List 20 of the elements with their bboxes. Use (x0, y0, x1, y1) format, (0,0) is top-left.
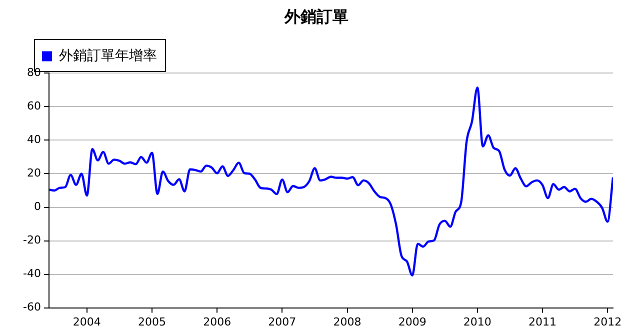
x-tick-label: 2010 (463, 315, 492, 328)
y-tick-label: -20 (23, 234, 41, 247)
x-tick-label: 2011 (528, 315, 556, 328)
x-tick-label: 2007 (268, 315, 296, 328)
x-tick-label: 2009 (398, 315, 426, 328)
y-tick-label: 40 (26, 133, 41, 146)
x-tick-label: 2005 (138, 315, 166, 328)
y-tick-label: 0 (34, 200, 41, 214)
y-tick-label: 80 (26, 66, 41, 80)
chart-title: 外銷訂單 (284, 6, 348, 26)
y-tick-label: -60 (23, 300, 41, 314)
y-tick-label: -40 (23, 267, 41, 280)
y-tick-label: 60 (26, 100, 41, 113)
x-tick-label: 2006 (203, 315, 232, 328)
x-tick-label: 2012 (594, 315, 622, 328)
legend-label: 外銷訂單年增率 (59, 48, 157, 64)
y-tick-label: 20 (26, 166, 41, 180)
line-series (48, 86, 613, 277)
x-tick-label: 2004 (72, 315, 101, 328)
x-tick-label: 2008 (333, 315, 362, 328)
